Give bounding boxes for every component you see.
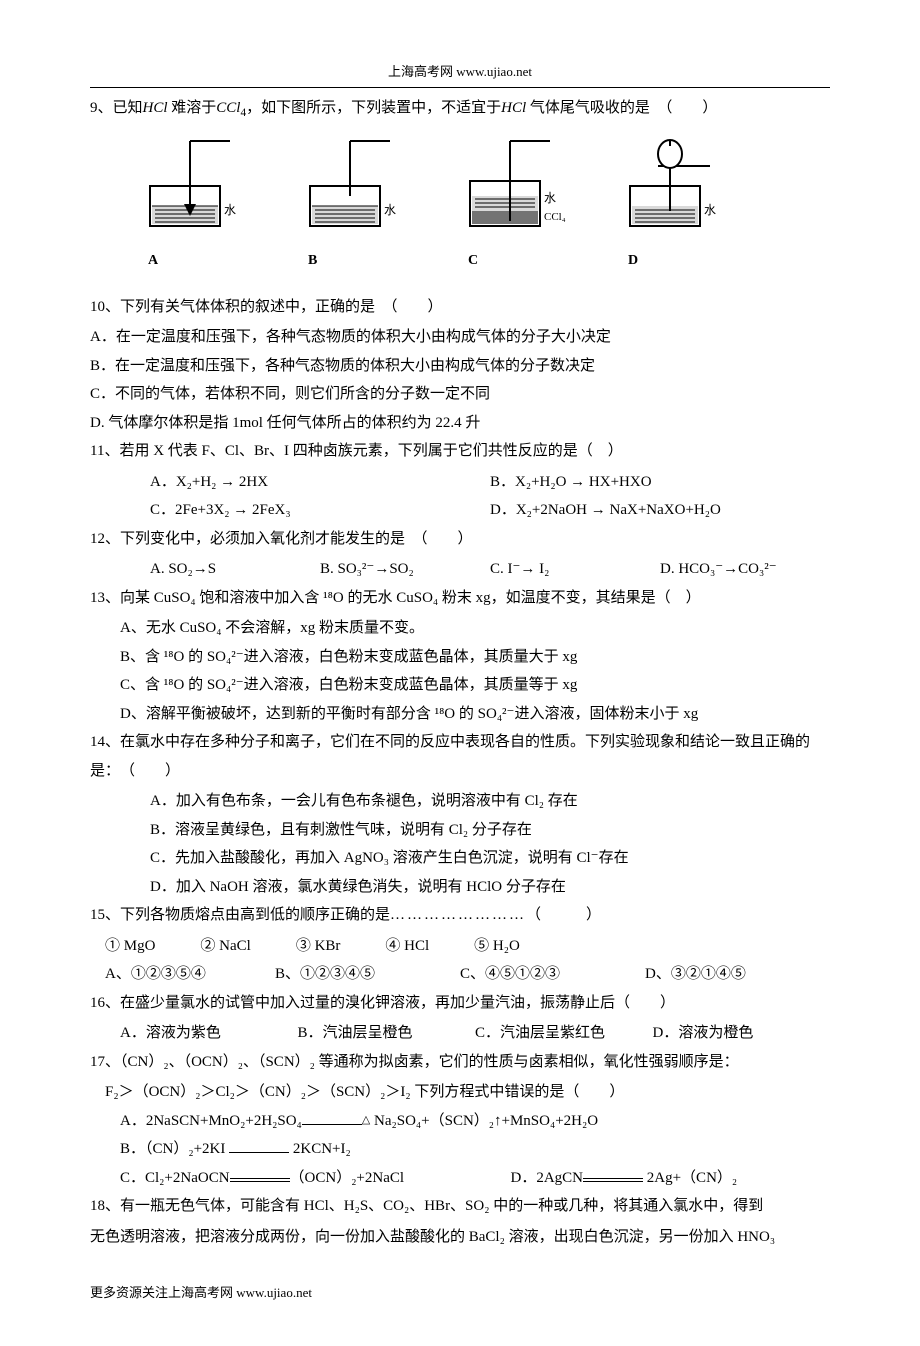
- q15-opt-b: B、①②③④⑤: [275, 960, 460, 989]
- q13-opt-d: D、溶解平衡被破坏，达到新的平衡时有部分含 ¹⁸O 的 SO₄²⁻进入溶液，固体…: [90, 700, 830, 729]
- question-13-stem: 13、向某 CuSO₄ 饱和溶液中加入含 ¹⁸O 的无水 CuSO₄ 粉末 xg…: [90, 584, 830, 613]
- q11-opt-c: C．2Fe+3X₂ → 2FeX₃: [150, 496, 490, 525]
- label-d: D: [610, 248, 730, 275]
- q16-opts: A．溶液为紫色 B．汽油层呈橙色 C．汽油层呈紫红色 D．溶液为橙色: [90, 1019, 830, 1048]
- apparatus-c: 水 CCl₄ C: [450, 136, 570, 275]
- question-10-stem: 10、下列有关气体体积的叙述中，正确的是 （ ）: [90, 293, 830, 322]
- q17-order: F₂＞（OCN）₂＞Cl₂＞（CN）₂＞（SCN）₂＞I₂ 下列方程式中错误的是…: [90, 1078, 830, 1107]
- q12-opt-d: D. HCO₃⁻→CO₃²⁻: [660, 555, 830, 584]
- q11-opt-b: B．X₂+H₂O → HX+HXO: [490, 468, 830, 497]
- q10-opt-d: D. 气体摩尔体积是指 1mol 任何气体所占的体积约为 22.4 升: [90, 409, 830, 438]
- q10-opt-b: B．在一定温度和压强下，各种气态物质的体积大小由构成气体的分子数决定: [90, 352, 830, 381]
- q13-opt-a: A、无水 CuSO₄ 不会溶解，xg 粉末质量不变。: [90, 614, 830, 643]
- apparatus-figure-row: 水 A 水 B: [130, 136, 730, 275]
- label-b: B: [290, 248, 410, 275]
- q15-opt-c: C、④⑤①②③: [460, 960, 645, 989]
- label-a: A: [130, 248, 250, 275]
- q15-dots: ……………………: [390, 907, 526, 923]
- question-11-stem: 11、若用 X 代表 F、Cl、Br、I 四种卤族元素，下列属于它们共性反应的是…: [90, 437, 830, 466]
- question-15-stem: 15、下列各物质熔点由高到低的顺序正确的是……………………（ ）: [90, 901, 830, 930]
- q12-opt-c: C. I⁻→ I₂: [490, 555, 660, 584]
- svg-text:水: 水: [704, 203, 716, 217]
- q17-opts-cd: C．Cl₂+2NaOCN（OCN）₂+2NaCl D．2AgCN 2Ag+（CN…: [90, 1164, 830, 1193]
- q15-opt-a: A、①②③⑤④: [90, 960, 275, 989]
- q17-opt-c: C．Cl₂+2NaOCN（OCN）₂+2NaCl: [120, 1164, 511, 1193]
- q16-opt-b: B．汽油层呈橙色: [298, 1019, 476, 1048]
- q16-opt-c: C．汽油层呈紫红色: [475, 1019, 653, 1048]
- question-9: 9、已知HCl 难溶于CCl4，如下图所示，下列装置中，不适宜于HCl 气体尾气…: [90, 94, 830, 124]
- q9-stem-part3: ，如下图所示，下列装置中，不适宜于: [246, 100, 501, 116]
- page-header: 上海高考网 www.ujiao.net: [90, 60, 830, 88]
- q16-opt-d: D．溶液为橙色: [653, 1019, 831, 1048]
- apparatus-d: 水 D: [610, 136, 730, 275]
- q14-opt-d: D．加入 NaOH 溶液，氯水黄绿色消失，说明有 HClO 分子存在: [90, 873, 830, 902]
- q9-stem-part1: 9、已知: [90, 100, 143, 116]
- beaker-a-svg: 水: [130, 136, 250, 246]
- q15-opts: A、①②③⑤④ B、①②③④⑤ C、④⑤①②③ D、③②①④⑤: [90, 960, 830, 989]
- question-16-stem: 16、在盛少量氯水的试管中加入过量的溴化钾溶液，再加少量汽油，振荡静止后（ ）: [90, 989, 830, 1018]
- q10-opt-a: A．在一定温度和压强下，各种气态物质的体积大小由构成气体的分子大小决定: [90, 323, 830, 352]
- q17-opt-b: B．（CN）₂+2KI 2KCN+I₂: [90, 1135, 830, 1164]
- q12-opt-a: A. SO₂→S: [150, 555, 320, 584]
- label-c: C: [450, 248, 570, 275]
- q15-stem-b: （ ）: [526, 907, 601, 923]
- q11-opts-row2: C．2Fe+3X₂ → 2FeX₃ D．X₂+2NaOH → NaX+NaXO+…: [90, 496, 830, 525]
- q14-opt-a: A．加入有色布条，一会儿有色布条褪色，说明溶液中有 Cl₂ 存在: [90, 787, 830, 816]
- q12-opts: A. SO₂→S B. SO₃²⁻→SO₂ C. I⁻→ I₂ D. HCO₃⁻…: [90, 555, 830, 584]
- svg-text:水: 水: [384, 203, 396, 217]
- q15-opt-d: D、③②①④⑤: [645, 960, 830, 989]
- question-17-stem: 17、（CN）₂、（OCN）₂、（SCN）₂ 等通称为拟卤素，它们的性质与卤素相…: [90, 1048, 830, 1077]
- q13-opt-c: C、含 ¹⁸O 的 SO₄²⁻进入溶液，白色粉末变成蓝色晶体，其质量等于 xg: [90, 671, 830, 700]
- page-footer: 更多资源关注上海高考网 www.ujiao.net: [90, 1281, 830, 1306]
- svg-text:水: 水: [544, 191, 556, 205]
- svg-text:CCl₄: CCl₄: [544, 211, 566, 223]
- q11-opts-row1: A．X₂+H₂ → 2HX B．X₂+H₂O → HX+HXO: [90, 468, 830, 497]
- q14-opt-c: C．先加入盐酸酸化，再加入 AgNO₃ 溶液产生白色沉淀，说明有 Cl⁻存在: [90, 844, 830, 873]
- question-18-line1: 18、有一瓶无色气体，可能含有 HCl、H₂S、CO₂、HBr、SO₂ 中的一种…: [90, 1192, 830, 1221]
- q15-items: ① MgO ② NaCl ③ KBr ④ HCl ⑤ H₂O: [90, 932, 830, 961]
- q9-stem-part2: 难溶于: [168, 100, 217, 116]
- question-14-stem: 14、在氯水中存在多种分子和离子，它们在不同的反应中表现各自的性质。下列实验现象…: [90, 728, 830, 785]
- apparatus-b: 水 B: [290, 136, 410, 275]
- beaker-d-svg: 水: [610, 136, 730, 246]
- q17-opt-a: A．2NaSCN+MnO₂+2H₂SO₄△ Na₂SO₄+（SCN）₂↑+MnS…: [90, 1107, 830, 1136]
- q15-stem-a: 15、下列各物质熔点由高到低的顺序正确的是: [90, 907, 390, 923]
- beaker-c-svg: 水 CCl₄: [450, 136, 570, 246]
- q9-stem-part4: 气体尾气吸收的是 （ ）: [526, 100, 717, 116]
- q11-opt-d: D．X₂+2NaOH → NaX+NaXO+H₂O: [490, 496, 830, 525]
- q14-opt-b: B．溶液呈黄绿色，且有刺激性气味，说明有 Cl₂ 分子存在: [90, 816, 830, 845]
- apparatus-a: 水 A: [130, 136, 250, 275]
- beaker-b-svg: 水: [290, 136, 410, 246]
- q12-opt-b: B. SO₃²⁻→SO₂: [320, 555, 490, 584]
- q17-opt-d: D．2AgCN 2Ag+（CN）₂: [511, 1164, 831, 1193]
- question-18-line2: 无色透明溶液，把溶液分成两份，向一份加入盐酸酸化的 BaCl₂ 溶液，出现白色沉…: [90, 1223, 830, 1252]
- question-12-stem: 12、下列变化中，必须加入氧化剂才能发生的是 （ ）: [90, 525, 830, 554]
- q16-opt-a: A．溶液为紫色: [120, 1019, 298, 1048]
- q13-opt-b: B、含 ¹⁸O 的 SO₄²⁻进入溶液，白色粉末变成蓝色晶体，其质量大于 xg: [90, 643, 830, 672]
- q10-opt-c: C．不同的气体，若体积不同，则它们所含的分子数一定不同: [90, 380, 830, 409]
- q11-opt-a: A．X₂+H₂ → 2HX: [150, 468, 490, 497]
- water-label: 水: [224, 203, 236, 217]
